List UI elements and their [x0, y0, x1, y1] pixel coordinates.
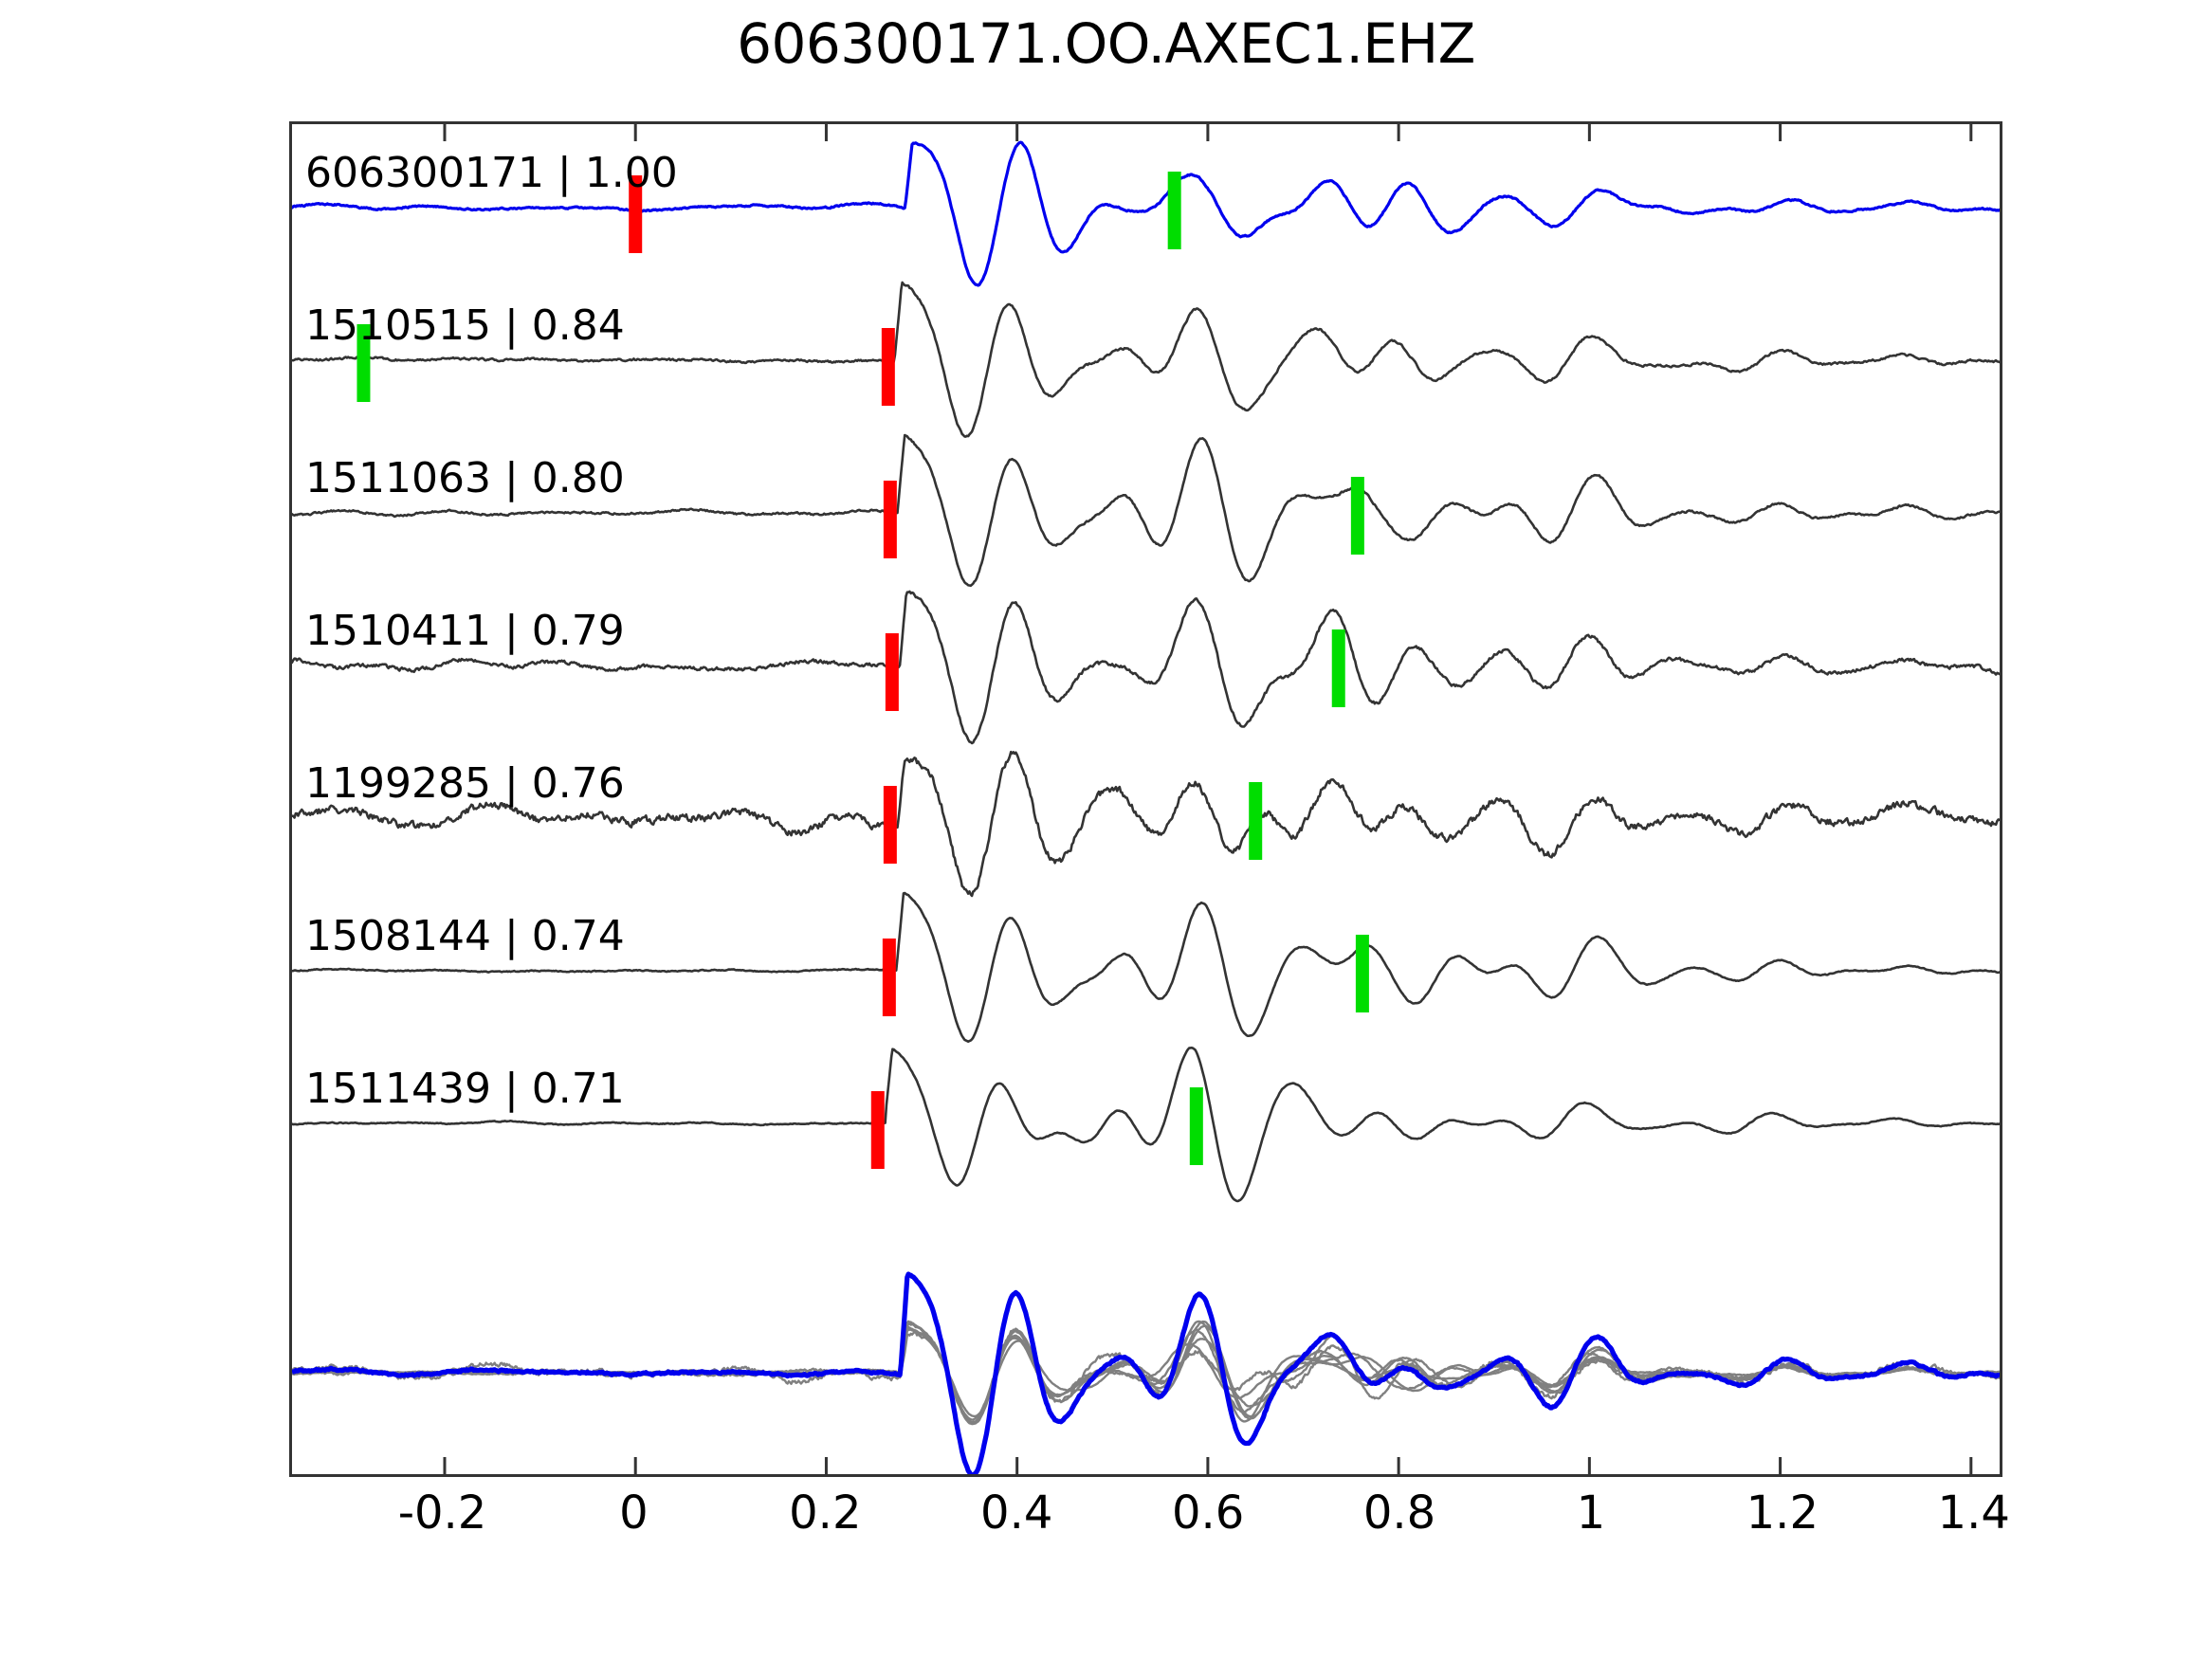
x-axis-tick-label: 1.2 [1746, 1486, 1819, 1540]
p-pick-marker[interactable] [870, 1091, 885, 1169]
p-pick-marker[interactable] [883, 481, 897, 558]
s-pick-marker[interactable] [1189, 1087, 1203, 1165]
p-pick-marker[interactable] [885, 633, 899, 711]
x-axis-tick-labels: -0.2 0 0.2 0.4 0.6 0.8 1 1.2 1.4 [0, 1486, 2212, 1562]
s-pick-marker[interactable] [1355, 935, 1369, 1012]
trace-label: 606300171 | 1.00 [305, 149, 678, 197]
waveform-trace [292, 433, 2000, 588]
s-pick-marker[interactable] [1350, 477, 1364, 555]
s-pick-marker[interactable] [1167, 172, 1181, 249]
p-pick-marker[interactable] [629, 175, 643, 253]
x-axis-tick-label: 0.4 [980, 1486, 1053, 1540]
p-pick-marker[interactable] [882, 939, 896, 1016]
trace-label: 1508144 | 0.74 [305, 912, 625, 960]
trace-label: 1511063 | 0.80 [305, 454, 625, 502]
waveform-canvas [292, 124, 2000, 1474]
x-axis-tick-label: 0.8 [1362, 1486, 1436, 1540]
trace-label: 1199285 | 0.76 [305, 759, 625, 808]
x-axis-tick-label: 1.4 [1937, 1486, 2010, 1540]
waveform-trace [292, 281, 2000, 438]
trace-label: 1511439 | 0.71 [305, 1065, 625, 1113]
s-pick-marker[interactable] [1249, 782, 1263, 860]
x-axis-tick-label: -0.2 [397, 1486, 487, 1540]
x-axis-tick-label: 0 [619, 1486, 649, 1540]
waveform-trace [292, 891, 2000, 1043]
x-axis-tick-label: 1 [1576, 1486, 1606, 1540]
trace-label: 1510515 | 0.84 [305, 301, 625, 350]
stack-mean-trace [292, 1271, 2000, 1474]
waveform-trace [292, 750, 2000, 898]
x-axis-tick-label: 0.2 [789, 1486, 862, 1540]
s-pick-marker[interactable] [1331, 629, 1345, 707]
waveform-trace [292, 590, 2000, 745]
x-axis-tick-label: 0.6 [1171, 1486, 1245, 1540]
p-pick-marker[interactable] [881, 328, 895, 406]
trace-label: 1510411 | 0.79 [305, 607, 625, 655]
page-title: 606300171.OO.AXEC1.EHZ [737, 11, 1475, 76]
waveform-trace [292, 1046, 2000, 1203]
p-pick-marker[interactable] [883, 786, 897, 864]
waveform-trace [292, 140, 2000, 287]
plot-area: 606300171 | 1.00 1510515 | 0.84 1511063 | … [289, 121, 2002, 1477]
s-pick-marker[interactable] [356, 324, 371, 402]
